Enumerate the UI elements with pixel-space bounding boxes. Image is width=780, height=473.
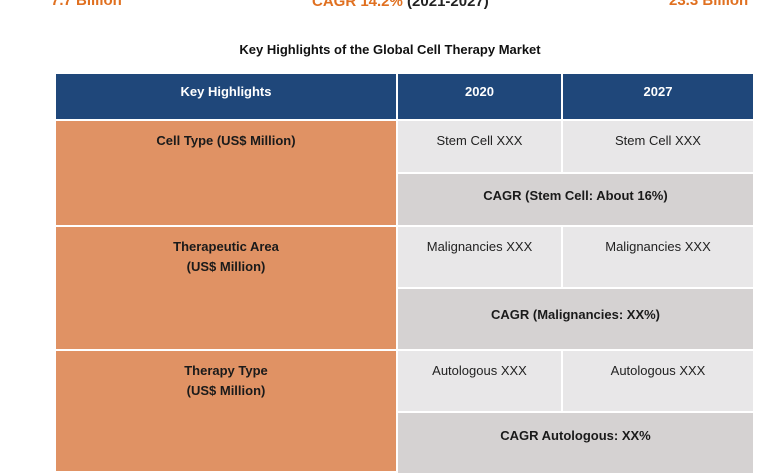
cell-type-value-2020: Stem Cell XXX (398, 121, 561, 172)
therapy-type-value-2027: Autologous XXX (563, 351, 753, 411)
row-label-line1: Therapeutic Area (173, 239, 279, 254)
therapeutic-area-value-2027: Malignancies XXX (563, 227, 753, 287)
market-value-2020: 7.7 Billion (51, 0, 122, 9)
row-label-therapeutic-area: Therapeutic Area (US$ Million) (56, 227, 396, 349)
cell-type-value-2027: Stem Cell XXX (563, 121, 753, 172)
cagr-period: (2021-2027) (407, 0, 489, 10)
therapeutic-area-cagr: CAGR (Malignancies: XX%) (398, 289, 753, 349)
row-label-therapy-type: Therapy Type (US$ Million) (56, 351, 396, 471)
market-cagr: CAGR 14.2% (2021-2027) (312, 0, 489, 9)
therapeutic-area-value-2020: Malignancies XXX (398, 227, 561, 287)
therapy-type-cagr: CAGR Autologous: XX% (398, 413, 753, 473)
therapy-type-value-2020: Autologous XXX (398, 351, 561, 411)
row-label-line1: Cell Type (US$ Million) (156, 133, 296, 148)
row-label-line1: Therapy Type (184, 363, 268, 378)
cagr-value: CAGR 14.2% (312, 0, 403, 10)
table-title: Key Highlights of the Global Cell Therap… (239, 42, 541, 57)
column-header-2027: 2027 (563, 74, 753, 119)
row-label-line2: (US$ Million) (186, 383, 266, 398)
row-label-line2: (US$ Million) (186, 259, 266, 274)
column-header-2020: 2020 (398, 74, 561, 119)
row-label-cell-type: Cell Type (US$ Million) (56, 121, 396, 225)
column-header-key-highlights: Key Highlights (56, 74, 396, 119)
market-value-2027: 23.3 Billion (669, 0, 749, 9)
cell-type-cagr: CAGR (Stem Cell: About 16%) (398, 174, 753, 225)
